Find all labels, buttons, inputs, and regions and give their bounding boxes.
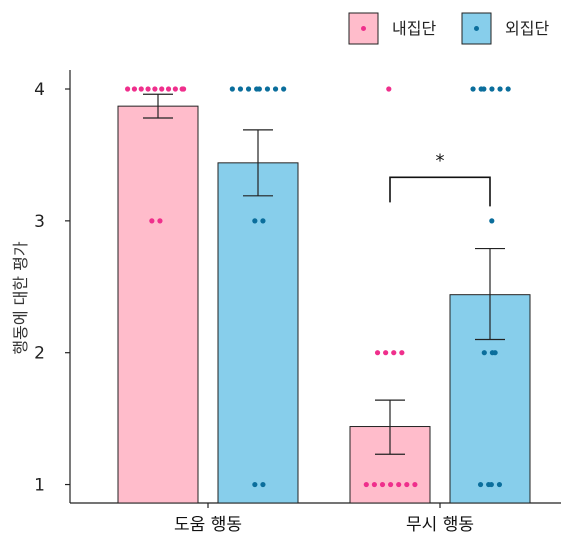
data-point bbox=[237, 86, 244, 92]
data-point bbox=[374, 350, 381, 356]
data-point bbox=[388, 481, 394, 488]
data-point bbox=[145, 86, 151, 92]
significance-bracket bbox=[389, 176, 491, 207]
legend-dot-ingroup bbox=[361, 26, 366, 31]
data-point bbox=[404, 481, 410, 488]
data-point bbox=[252, 481, 258, 488]
data-point bbox=[497, 86, 503, 92]
data-point bbox=[272, 86, 279, 92]
data-point bbox=[260, 218, 266, 224]
data-point bbox=[181, 86, 187, 92]
data-point bbox=[489, 218, 495, 224]
data-point bbox=[172, 86, 178, 92]
data-point bbox=[386, 86, 392, 92]
x-category-label: 무시 행동 bbox=[406, 515, 474, 535]
data-point bbox=[505, 86, 511, 92]
y-tick-label: 1 bbox=[34, 476, 45, 496]
data-point bbox=[125, 86, 131, 92]
data-point bbox=[488, 481, 494, 488]
legend-dot-outgroup bbox=[474, 26, 479, 31]
data-point bbox=[159, 86, 165, 92]
bar bbox=[117, 105, 199, 504]
y-tick-label: 3 bbox=[34, 212, 45, 232]
bar bbox=[217, 162, 299, 504]
significance-star: * bbox=[436, 150, 445, 171]
data-point bbox=[412, 481, 418, 488]
data-point bbox=[489, 86, 495, 92]
data-point bbox=[481, 350, 487, 356]
data-point bbox=[281, 86, 287, 92]
legend: 내집단 외집단 bbox=[348, 12, 549, 45]
data-point bbox=[379, 481, 386, 488]
y-tick-label: 4 bbox=[34, 80, 45, 100]
data-point bbox=[399, 350, 405, 356]
x-category-label: 도움 행동 bbox=[174, 515, 242, 535]
data-point bbox=[391, 350, 397, 356]
data-point bbox=[492, 350, 498, 356]
data-point bbox=[131, 86, 138, 92]
data-point bbox=[152, 86, 158, 92]
data-point bbox=[481, 86, 487, 92]
legend-label-ingroup: 내집단 bbox=[392, 19, 436, 38]
data-point bbox=[383, 350, 389, 356]
data-point bbox=[252, 218, 258, 224]
data-point bbox=[165, 86, 172, 92]
data-point bbox=[264, 86, 271, 92]
data-point bbox=[157, 218, 163, 224]
data-point bbox=[371, 481, 377, 488]
data-point bbox=[138, 86, 144, 92]
data-point bbox=[260, 481, 266, 488]
plot-area bbox=[65, 70, 561, 508]
legend-label-outgroup: 외집단 bbox=[505, 19, 549, 38]
data-point bbox=[245, 86, 252, 92]
data-point bbox=[477, 481, 484, 488]
data-point bbox=[149, 218, 155, 224]
data-point bbox=[496, 481, 503, 488]
y-tick-label: 2 bbox=[34, 344, 45, 364]
data-point bbox=[396, 481, 402, 488]
data-point bbox=[256, 86, 262, 92]
data-point bbox=[229, 86, 235, 92]
y-axis-title: 행동에 대한 평가 bbox=[11, 241, 30, 354]
data-point bbox=[470, 86, 476, 92]
data-point bbox=[363, 481, 369, 488]
